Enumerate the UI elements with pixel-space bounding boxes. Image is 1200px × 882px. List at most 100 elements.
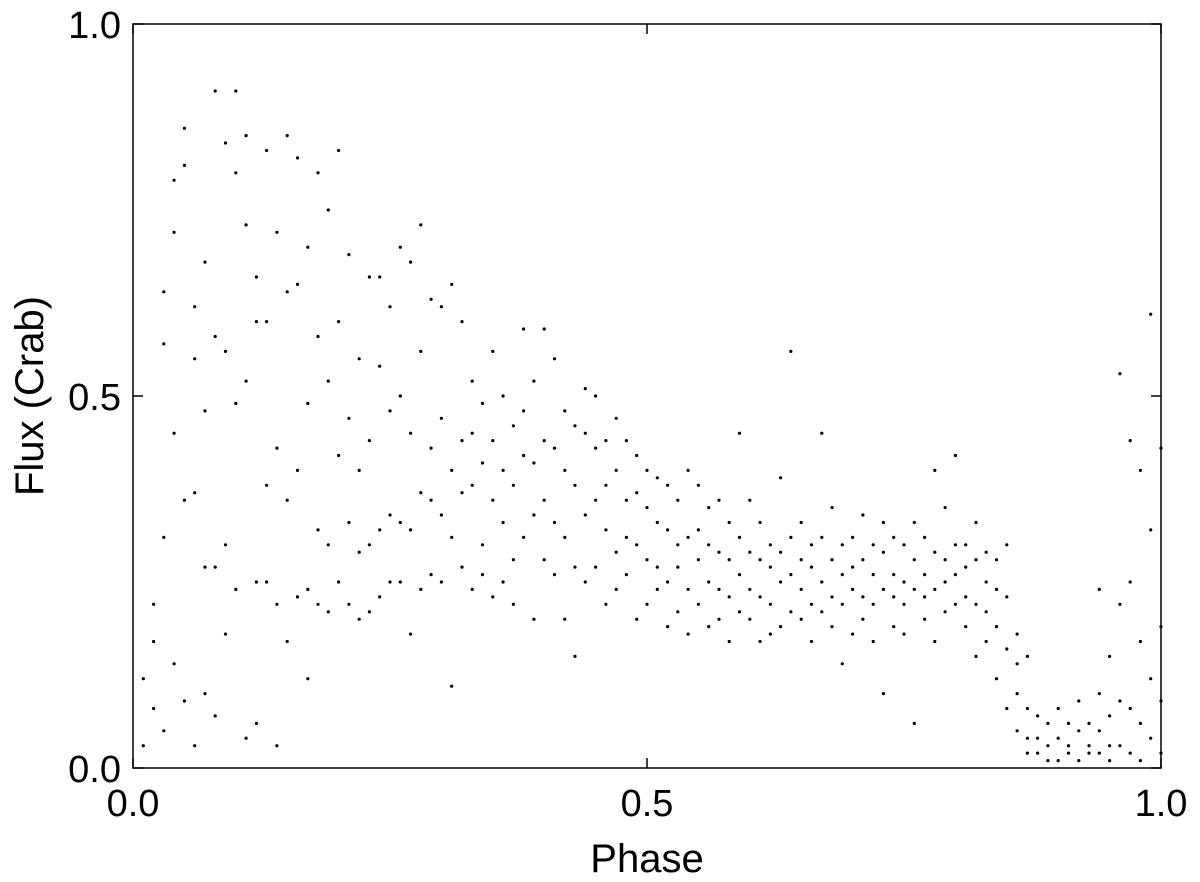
data-point [1108, 759, 1112, 763]
data-point [717, 550, 721, 554]
data-point [409, 260, 413, 264]
tick-labels: 0.0 0.5 1.0 0.0 0.5 1.0 [68, 5, 1187, 825]
data-point [234, 587, 238, 592]
data-point [1108, 654, 1112, 659]
data-point [707, 506, 711, 510]
data-point [244, 134, 248, 138]
data-point [1097, 729, 1101, 733]
data-point [779, 476, 783, 480]
data-point [491, 439, 495, 443]
data-point [337, 148, 341, 153]
data-point [378, 275, 382, 279]
data-point [964, 543, 968, 547]
data-point [172, 431, 176, 435]
data-point [563, 535, 567, 540]
data-point [450, 468, 454, 472]
data-point [573, 483, 577, 487]
data-point [696, 483, 701, 487]
data-point [635, 543, 639, 547]
data-point [1128, 751, 1132, 755]
data-point [152, 706, 156, 711]
data-point [604, 528, 608, 532]
data-point [953, 602, 958, 606]
data-point [511, 558, 515, 562]
data-point [881, 692, 886, 696]
data-point [686, 535, 690, 540]
data-point [337, 320, 341, 324]
data-point [337, 580, 341, 584]
data-point [902, 632, 906, 636]
data-point [583, 387, 587, 391]
data-point [552, 446, 557, 450]
data-point [809, 565, 814, 569]
data-point [666, 625, 670, 629]
data-point [635, 617, 639, 621]
data-point [141, 744, 145, 748]
data-point [696, 602, 701, 606]
data-point [244, 736, 248, 740]
data-point [984, 610, 988, 614]
data-point [892, 535, 896, 540]
data-point [439, 305, 443, 309]
data-point [213, 89, 217, 93]
data-point [480, 573, 485, 577]
data-point [480, 401, 485, 405]
data-point [306, 587, 310, 592]
data-point [994, 558, 999, 562]
data-point [953, 453, 958, 458]
data-point [460, 320, 464, 324]
data-point [953, 543, 958, 547]
data-point [254, 580, 258, 584]
data-point [203, 260, 207, 264]
data-point [758, 558, 762, 562]
data-point [1077, 729, 1081, 733]
data-point [974, 520, 978, 525]
data-point [1128, 706, 1132, 711]
data-point [799, 587, 803, 592]
data-point [923, 535, 927, 540]
data-point [429, 498, 433, 502]
data-point [871, 602, 875, 606]
data-point [912, 520, 916, 525]
data-point [1138, 721, 1142, 726]
y-tick-label: 0.5 [68, 377, 121, 419]
data-point [1066, 744, 1071, 748]
data-point [892, 595, 896, 599]
data-point [398, 245, 402, 249]
data-point [727, 639, 731, 644]
data-point [460, 439, 464, 443]
data-point [1025, 706, 1029, 711]
data-point [450, 535, 454, 540]
data-point [923, 573, 927, 577]
data-point [594, 565, 598, 569]
data-point [450, 282, 454, 286]
data-point [378, 595, 382, 599]
data-point [994, 587, 999, 592]
data-point [840, 662, 844, 666]
data-point [717, 498, 721, 502]
data-point [223, 632, 228, 636]
data-point [275, 446, 279, 450]
data-point [635, 453, 639, 458]
data-point [892, 625, 896, 629]
data-point [1066, 721, 1071, 726]
data-point [707, 543, 711, 547]
data-point [923, 595, 927, 599]
data-point [162, 535, 166, 540]
data-point [768, 565, 773, 569]
data-point [655, 587, 659, 592]
data-point [1077, 759, 1081, 763]
data-point [439, 416, 443, 420]
x-tick-label: 0.0 [107, 783, 160, 825]
data-point [933, 587, 937, 592]
data-point [1087, 721, 1091, 726]
data-point [737, 535, 742, 540]
data-point [933, 550, 937, 554]
data-point [563, 409, 567, 413]
data-point [193, 305, 197, 309]
data-point [686, 587, 690, 592]
data-point [1077, 699, 1081, 703]
data-point [974, 654, 978, 659]
data-point [871, 543, 875, 547]
data-point [295, 468, 300, 472]
